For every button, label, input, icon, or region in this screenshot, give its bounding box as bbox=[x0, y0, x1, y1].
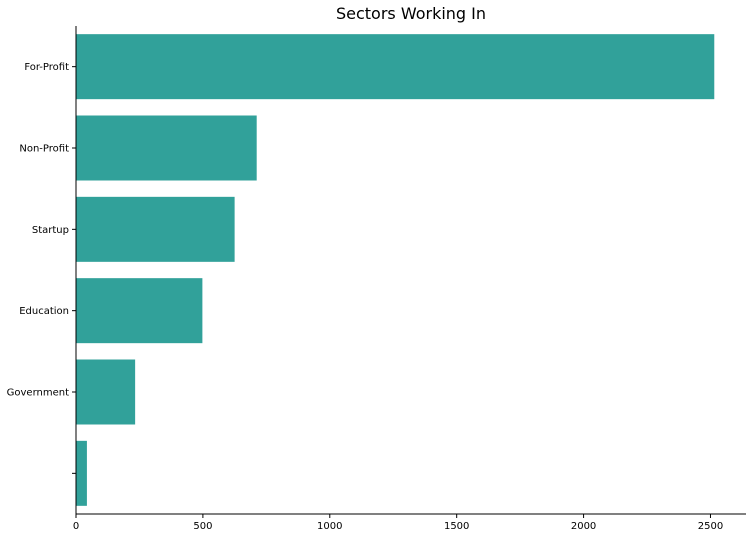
x-tick-label: 2500 bbox=[698, 521, 723, 532]
chart-title: Sectors Working In bbox=[335, 4, 487, 23]
y-axis: For-Profit Non-Profit Startup Education Gove… bbox=[7, 26, 77, 514]
y-tick-label: Government bbox=[7, 388, 69, 399]
bar-startup bbox=[76, 196, 235, 262]
x-axis: 0 500 1000 1500 2000 2500 bbox=[73, 513, 746, 532]
bars-group bbox=[76, 34, 715, 506]
y-tick-label: Education bbox=[19, 306, 69, 317]
x-tick-label: 1500 bbox=[444, 521, 469, 532]
x-tick-label: 0 bbox=[73, 521, 79, 532]
y-tick-label: Non-Profit bbox=[19, 144, 69, 155]
bar-unlabeled bbox=[76, 440, 87, 506]
x-tick-label: 2000 bbox=[571, 521, 596, 532]
bar-for-profit bbox=[76, 34, 715, 100]
bar-government bbox=[76, 359, 136, 425]
bar-non-profit bbox=[76, 115, 257, 181]
y-tick-label: For-Profit bbox=[24, 62, 69, 73]
x-tick-label: 1000 bbox=[317, 521, 342, 532]
x-tick-label: 500 bbox=[193, 521, 212, 532]
bar-education bbox=[76, 278, 203, 344]
y-tick-label: Startup bbox=[32, 225, 69, 236]
